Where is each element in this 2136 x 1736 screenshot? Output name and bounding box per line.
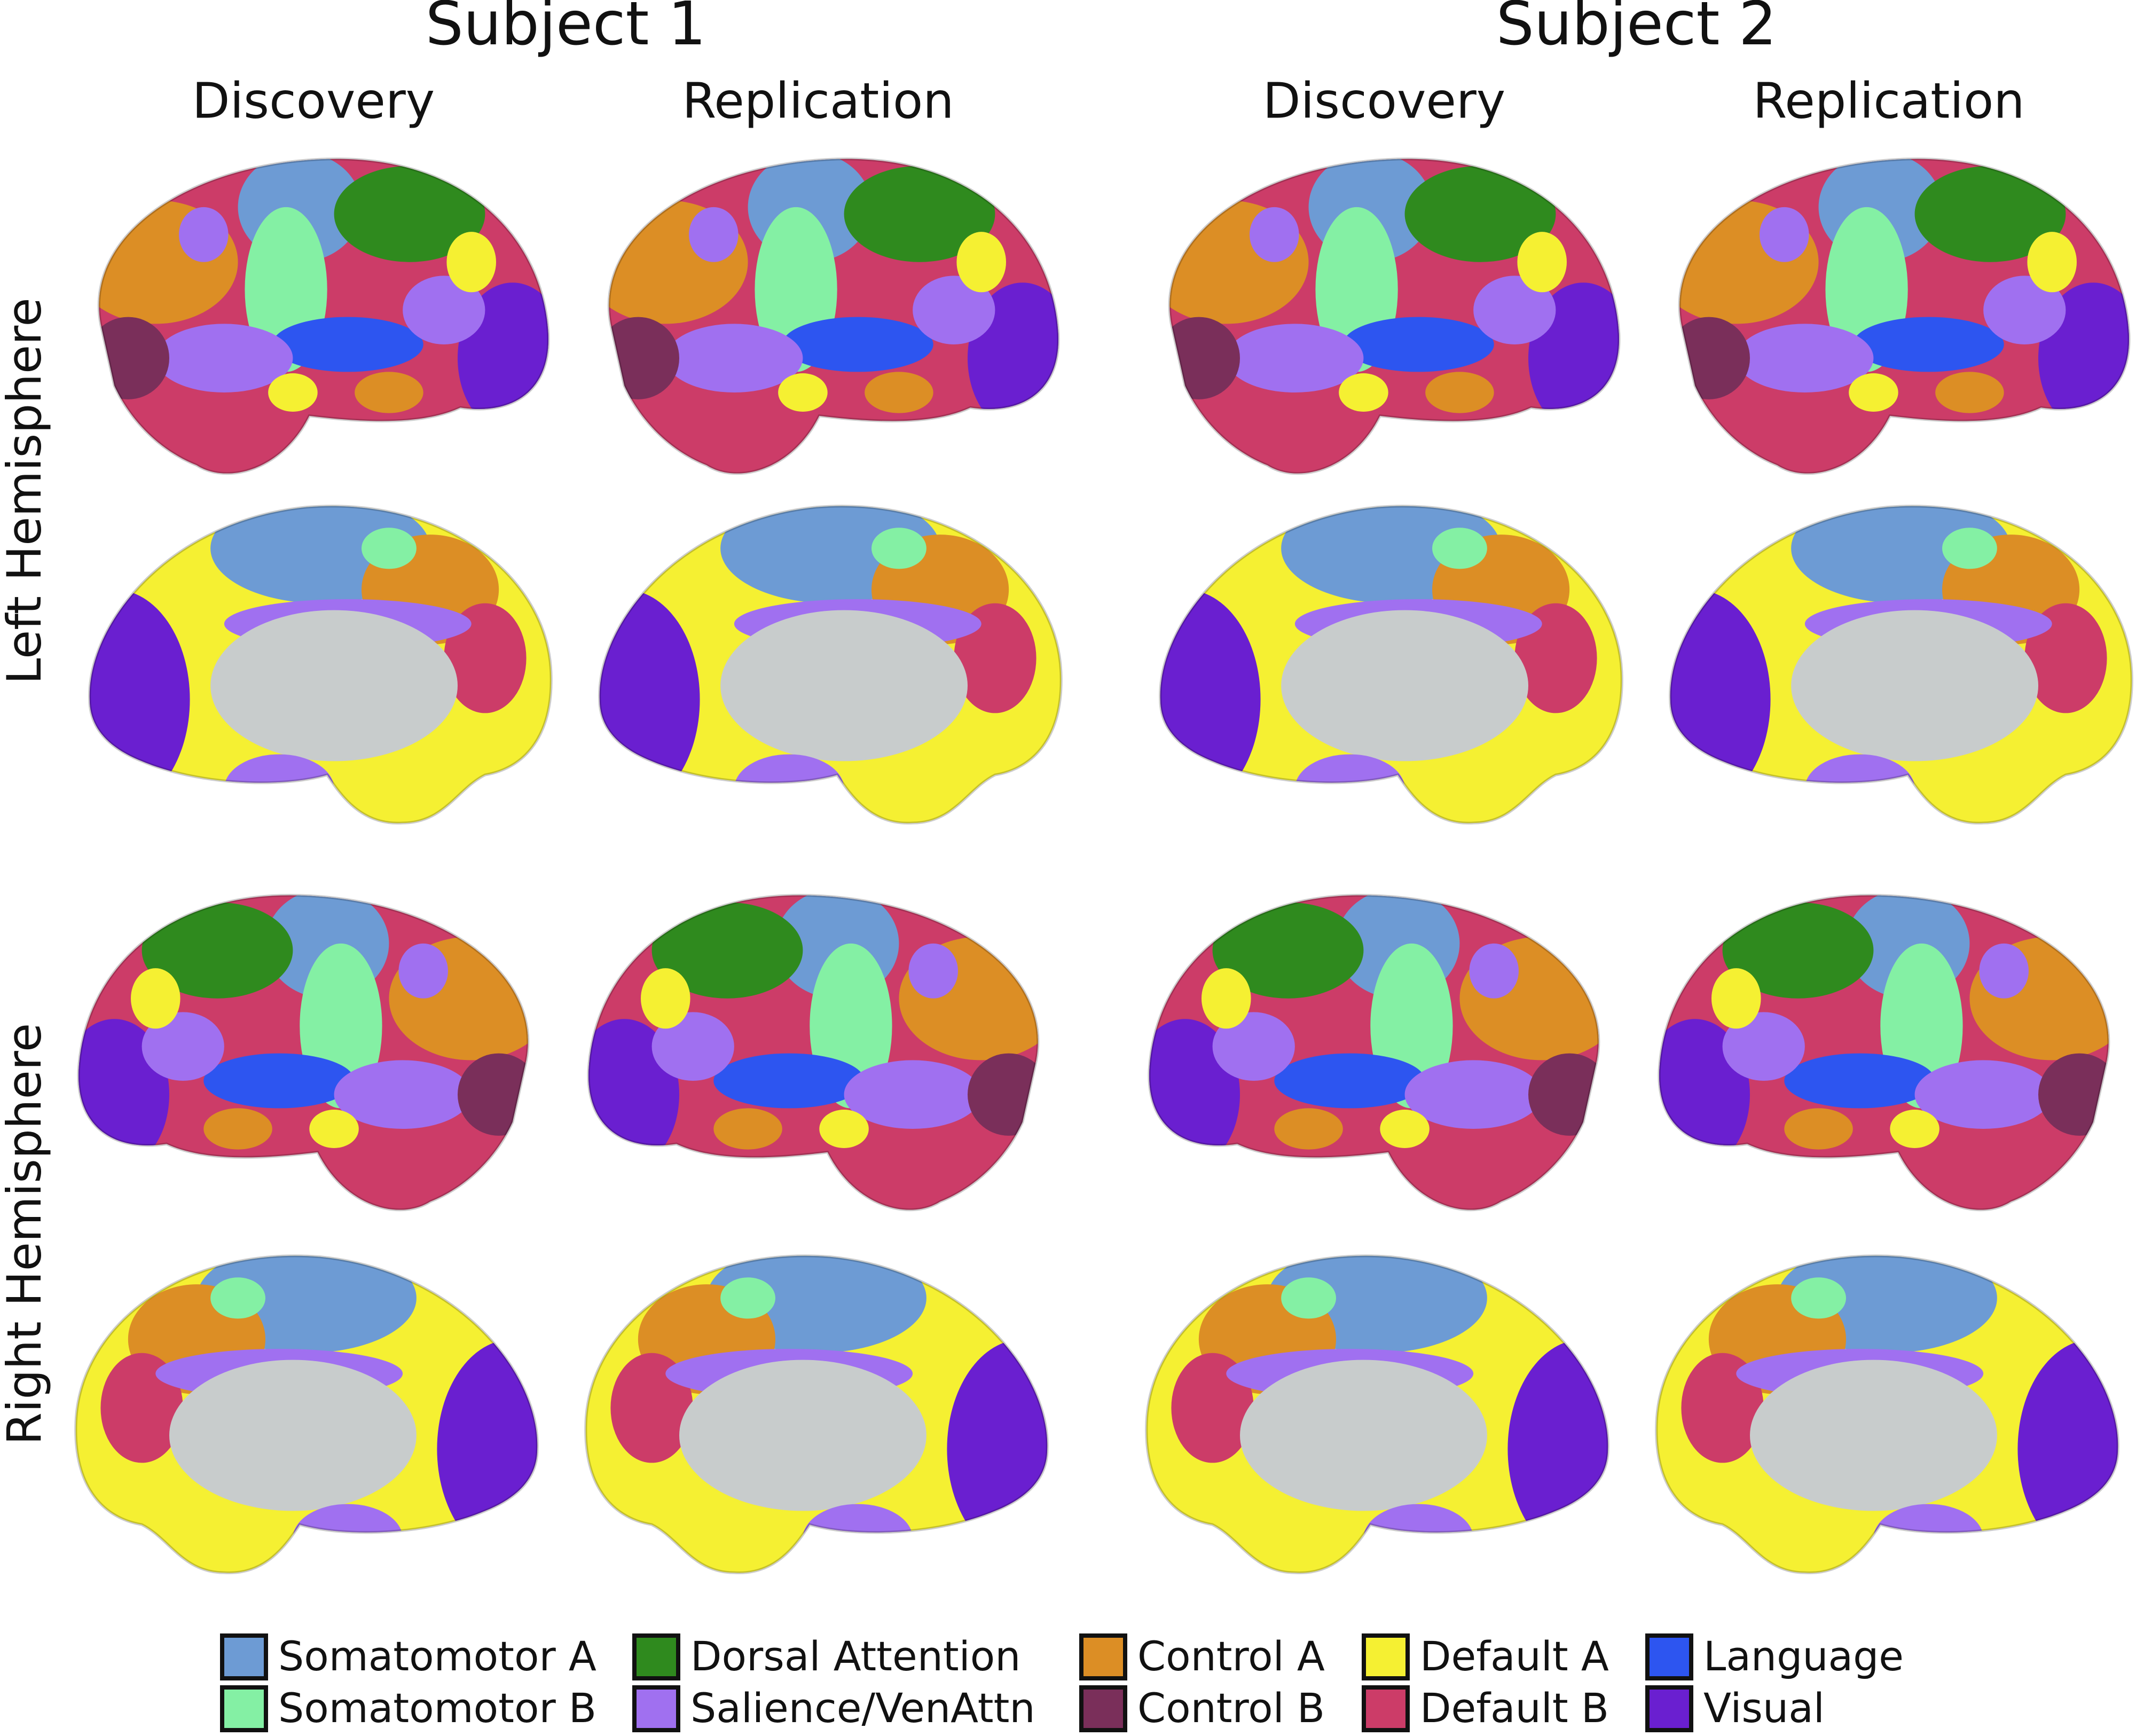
brain-maps [39,152,2136,1580]
legend-item: Dorsal Attention [632,1632,1020,1680]
lateral-surface [583,152,1078,489]
legend-label: Control A [1137,1632,1325,1680]
legend-item: Default B [1362,1684,1609,1732]
legend-label: Default B [1420,1684,1609,1732]
legend-label: Somatomotor B [278,1684,596,1732]
medial-surface [549,493,1064,830]
legend-swatch [632,1633,680,1680]
legend-item: Salience/VenAttn [632,1684,1035,1732]
legend-label: Control B [1137,1684,1325,1732]
medial-surface [73,1243,588,1580]
legend-swatch [1362,1685,1410,1732]
lateral-surface [569,889,1064,1225]
legend-item: Language [1645,1632,1904,1680]
legend-swatch [1079,1633,1127,1680]
legend-swatch [632,1685,680,1732]
legend-label: Somatomotor A [278,1632,596,1680]
medial-surface [1110,493,1624,830]
subject-title: Subject 1 [426,0,706,59]
lateral-surface [1640,889,2134,1225]
lateral-surface [1144,152,1638,489]
legend-label: Salience/VenAttn [690,1684,1035,1732]
legend-swatch [1362,1633,1410,1680]
legend-swatch [1645,1633,1693,1680]
column-header: Discovery [1263,72,1506,129]
lateral-surface [73,152,568,489]
legend-item: Visual [1645,1684,1825,1732]
legend-item: Control B [1079,1684,1325,1732]
legend-item: Control A [1079,1632,1325,1680]
row-label: Right Hemisphere [0,1023,52,1445]
legend-label: Visual [1703,1684,1825,1732]
medial-surface [583,1243,1098,1580]
legend-item: Somatomotor A [220,1632,596,1680]
legend-swatch [220,1685,268,1732]
legend-swatch [1645,1685,1693,1732]
medial-surface [1144,1243,1659,1580]
row-label: Left Hemisphere [0,297,52,684]
legend-swatch [1079,1685,1127,1732]
column-header: Discovery [192,72,435,129]
lateral-surface [1130,889,1624,1225]
lateral-surface [59,889,554,1225]
column-header: Replication [682,72,954,129]
medial-surface [39,493,554,830]
legend-swatch [220,1633,268,1680]
lateral-surface [1654,152,2136,489]
legend-label: Dorsal Attention [690,1632,1020,1680]
legend-label: Default A [1420,1632,1609,1680]
column-header: Replication [1753,72,2024,129]
legend-item: Somatomotor B [220,1684,596,1732]
medial-surface [1620,493,2134,830]
legend-label: Language [1703,1632,1904,1680]
medial-surface [1654,1243,2136,1580]
legend-item: Default A [1362,1632,1609,1680]
subject-title: Subject 2 [1496,0,1777,59]
